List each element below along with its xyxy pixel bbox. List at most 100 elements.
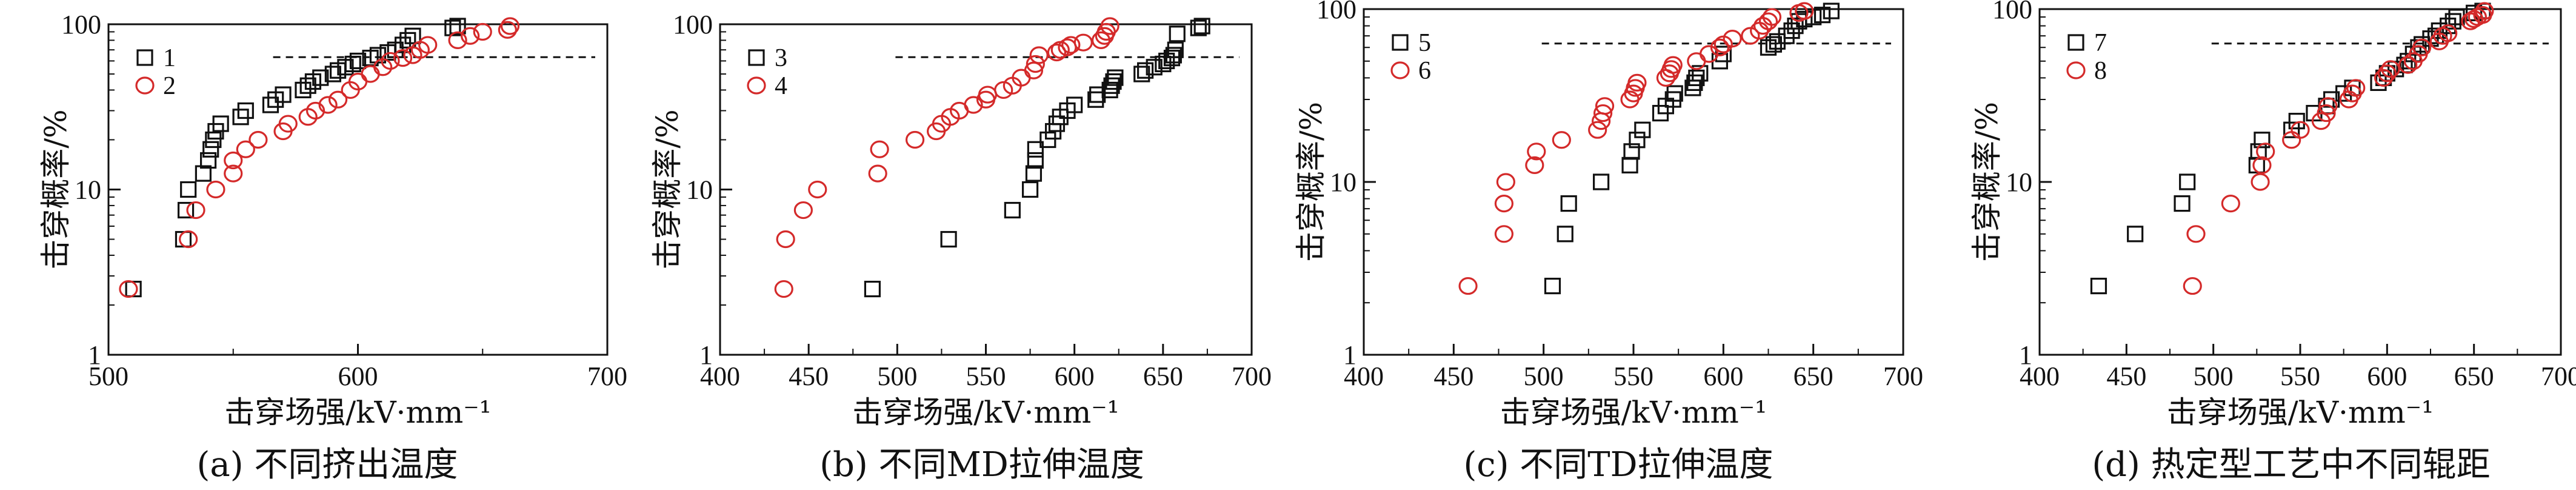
- x-tick-label: 550: [966, 361, 1006, 391]
- data-point-circle: [224, 151, 243, 170]
- data-point-circle: [1710, 38, 1729, 56]
- legend-label: 4: [775, 72, 787, 100]
- x-tick-label: 400: [700, 361, 740, 391]
- plot-frame: [2038, 8, 2562, 356]
- data-point-circle: [393, 49, 413, 67]
- data-point-square: [1634, 121, 1651, 138]
- x-tick-label: 500: [1524, 361, 1564, 391]
- legend-label: 6: [1418, 57, 1431, 85]
- data-point-square: [295, 81, 312, 99]
- data-point-circle: [2186, 225, 2206, 243]
- legend-marker-square: [748, 49, 765, 66]
- data-point-square: [1664, 91, 1681, 108]
- legend-marker-circle: [135, 76, 155, 95]
- data-point-square: [312, 69, 329, 86]
- data-point-square: [2090, 277, 2107, 295]
- plot-frame: [1363, 8, 1904, 356]
- x-tick-label: 650: [2454, 361, 2494, 391]
- data-point-square: [262, 96, 279, 113]
- series-6: [1458, 2, 1814, 295]
- data-point-square: [275, 86, 292, 103]
- panel-caption: (d) 热定型工艺中不同辊距: [2092, 445, 2490, 485]
- x-tick-label: 700: [1232, 361, 1272, 391]
- data-point-circle: [1073, 33, 1093, 52]
- x-tick-label: 550: [2280, 361, 2320, 391]
- data-point-circle: [1525, 156, 1544, 174]
- data-point-square: [1165, 47, 1182, 64]
- data-point-circle: [119, 280, 138, 298]
- data-point-circle: [1494, 225, 1513, 243]
- data-point-square: [2179, 173, 2196, 190]
- x-tick-label: 700: [2541, 361, 2576, 391]
- chart-panel-4: 1 10 100 400 450 500 550 600 650 700 78 击穿场强/kV·mm⁻…: [1969, 0, 2576, 485]
- data-point-square: [1021, 181, 1039, 198]
- data-point-circle: [1496, 173, 1515, 191]
- data-point-circle: [328, 90, 348, 109]
- data-point-square: [349, 52, 367, 70]
- x-tick-label: 650: [1143, 361, 1183, 391]
- data-point-square: [1778, 27, 1795, 44]
- data-point-circle: [278, 115, 298, 133]
- data-point-square: [2370, 74, 2387, 92]
- data-point-square: [177, 201, 195, 219]
- data-point-circle: [361, 65, 380, 83]
- data-point-square: [1087, 91, 1104, 108]
- data-point-square: [1136, 62, 1154, 79]
- series-3: [864, 18, 1210, 298]
- data-point-square: [1190, 19, 1207, 36]
- data-point-circle: [1593, 104, 1613, 122]
- data-point-circle: [870, 140, 889, 158]
- x-axis-title: 击穿场强/kV·mm⁻¹: [852, 395, 1119, 430]
- data-point-square: [1629, 132, 1646, 149]
- data-point-square: [175, 230, 192, 248]
- series-8: [2183, 2, 2494, 295]
- data-point-circle: [418, 36, 438, 54]
- data-point-square: [2127, 226, 2144, 243]
- data-point-square: [237, 102, 254, 119]
- data-point-square: [2174, 195, 2191, 212]
- y-tick-label: 1: [699, 340, 713, 370]
- data-point-circle: [1627, 73, 1647, 92]
- data-point-square: [205, 131, 222, 149]
- data-point-circle: [1047, 43, 1067, 62]
- data-point-circle: [206, 180, 225, 199]
- x-tick-label: 700: [587, 361, 627, 391]
- data-point-circle: [2374, 69, 2394, 87]
- data-point-circle: [2256, 143, 2275, 161]
- data-point-square: [202, 141, 219, 158]
- data-point-circle: [1091, 31, 1111, 50]
- data-point-circle: [868, 164, 887, 183]
- panel-caption: (b) 不同MD拉伸温度: [819, 445, 1144, 485]
- data-point-square: [344, 55, 361, 73]
- data-point-square: [1557, 226, 1573, 243]
- y-axis-title: 击穿概率/%: [1969, 102, 2004, 262]
- data-point-circle: [1663, 56, 1683, 74]
- data-point-square: [1089, 86, 1106, 103]
- x-tick-label: 600: [338, 361, 378, 391]
- data-point-square: [1146, 59, 1163, 76]
- data-point-circle: [776, 230, 795, 249]
- data-point-square: [1796, 10, 1813, 28]
- data-point-square: [394, 36, 412, 53]
- x-tick-label: 450: [789, 361, 829, 391]
- x-tick-label: 400: [1344, 361, 1384, 391]
- data-point-square: [1814, 7, 1831, 24]
- series-5: [1544, 2, 1840, 295]
- data-point-square: [1027, 141, 1044, 158]
- data-point-square: [1027, 152, 1044, 169]
- data-point-square: [1105, 73, 1122, 90]
- data-point-circle: [1552, 131, 1571, 149]
- data-point-square: [212, 115, 229, 132]
- x-tick-label: 600: [1703, 361, 1743, 391]
- data-point-circle: [2377, 64, 2397, 82]
- data-point-circle: [179, 230, 198, 249]
- legend-label: 2: [163, 72, 176, 100]
- legend-label: 5: [1418, 29, 1431, 57]
- data-point-square: [1686, 74, 1703, 92]
- data-point-circle: [236, 140, 255, 158]
- data-point-circle: [1762, 8, 1782, 26]
- data-point-circle: [808, 180, 827, 199]
- legend-marker-square: [2067, 34, 2084, 51]
- legend-label: 8: [2094, 57, 2107, 85]
